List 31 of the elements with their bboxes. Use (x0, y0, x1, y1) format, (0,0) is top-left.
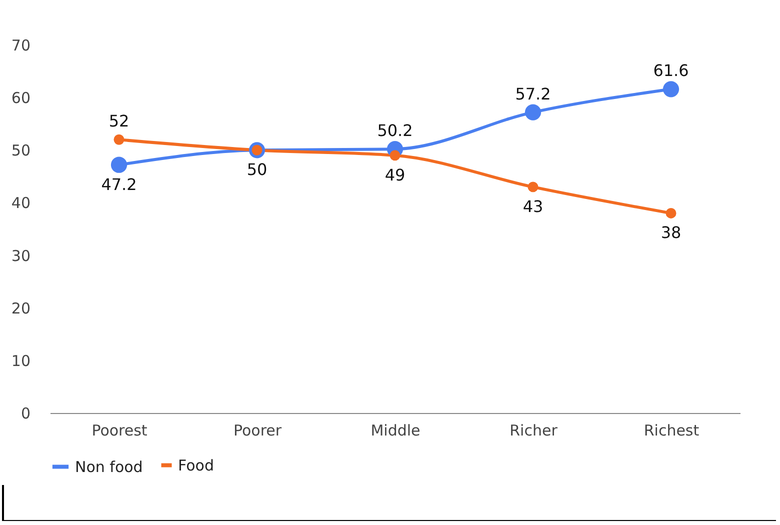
data-label: 61.6 (653, 61, 689, 80)
data-label: 43 (522, 196, 544, 216)
y-tick-label: 10 (11, 352, 30, 370)
point (114, 134, 124, 145)
x-tick-label: Poorest (92, 422, 148, 440)
data-label: 38 (660, 223, 682, 242)
point (524, 104, 542, 120)
legend-label: Non food (75, 458, 143, 476)
x-tick-label: Richest (644, 422, 700, 440)
point (662, 81, 680, 98)
data-label: 57.2 (515, 84, 551, 104)
x-tick-label: Richer (510, 422, 558, 440)
point (390, 150, 400, 161)
y-tick-label: 50 (11, 142, 30, 160)
data-label: 47.2 (101, 174, 137, 194)
data-label: 50 (246, 160, 268, 180)
data-label: 52 (108, 112, 130, 131)
point (666, 208, 676, 218)
y-tick-label: 30 (11, 246, 30, 265)
legend-label: Food (178, 456, 214, 474)
y-tick-label: 20 (11, 299, 30, 318)
x-tick-label: Poorer (233, 422, 282, 440)
point (110, 156, 128, 173)
x-tick-label: Middle (370, 422, 420, 440)
y-tick-label: 0 (20, 404, 30, 422)
data-label: 49 (384, 165, 406, 184)
y-tick-label: 70 (11, 36, 30, 54)
y-tick-label: 40 (11, 194, 30, 212)
data-label: 50.2 (377, 121, 413, 140)
point (528, 182, 538, 192)
y-tick-label: 60 (11, 89, 30, 108)
